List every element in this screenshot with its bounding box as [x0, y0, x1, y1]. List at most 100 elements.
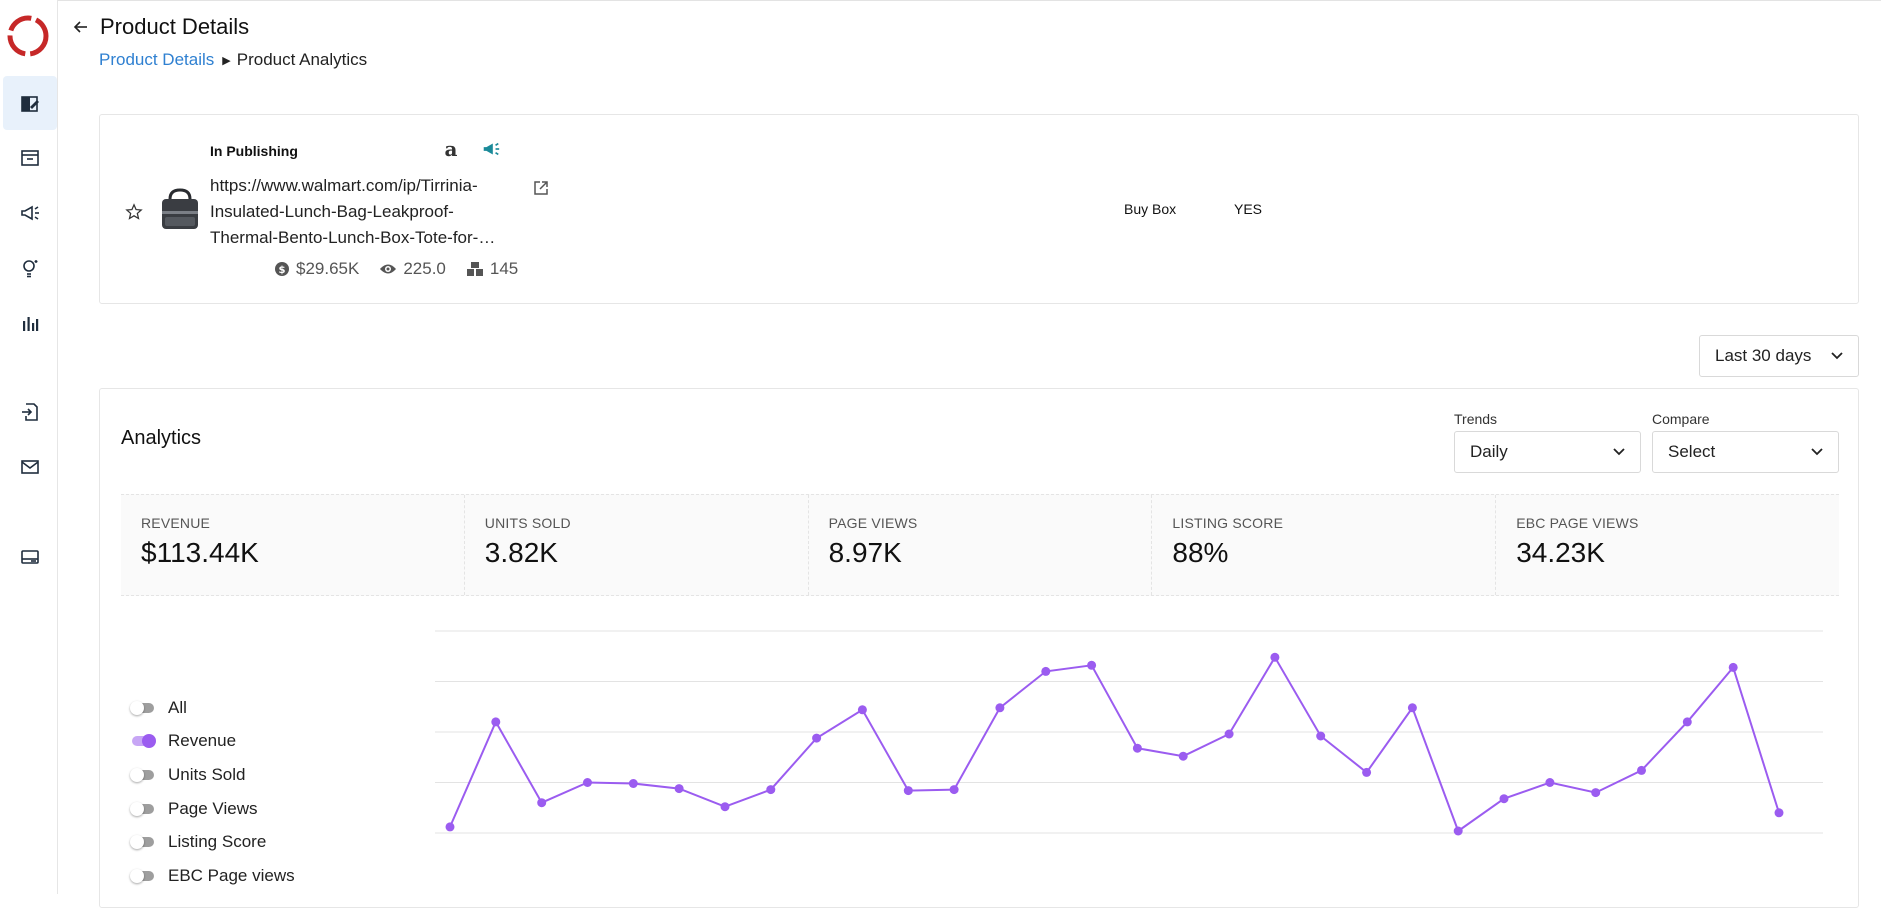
- sidebar-item-insights[interactable]: [3, 241, 57, 295]
- data-point[interactable]: [1362, 767, 1372, 777]
- toggle-revenue[interactable]: Revenue: [130, 725, 295, 759]
- data-point[interactable]: [1682, 717, 1692, 727]
- campaign-megaphone-icon[interactable]: [481, 139, 503, 161]
- metric-label: PAGE VIEWS: [828, 515, 918, 531]
- data-point[interactable]: [995, 703, 1005, 713]
- data-point[interactable]: [583, 778, 592, 787]
- date-range-value: Last 30 days: [1715, 346, 1812, 365]
- data-point[interactable]: [857, 705, 867, 715]
- sidebar: [0, 0, 58, 894]
- data-point[interactable]: [674, 784, 684, 794]
- metric-revenue[interactable]: REVENUE $113.44K: [121, 495, 465, 595]
- toggle-label: Units Sold: [168, 764, 246, 784]
- sidebar-item-billing[interactable]: [3, 530, 57, 584]
- metric-label: EBC PAGE VIEWS: [1516, 515, 1639, 531]
- favorite-star-icon[interactable]: [125, 203, 145, 223]
- metric-label: UNITS SOLD: [484, 515, 571, 531]
- toggle-switch[interactable]: [130, 835, 156, 850]
- breadcrumb-link-product-details[interactable]: Product Details: [99, 50, 215, 69]
- metric-units-sold[interactable]: UNITS SOLD 3.82K: [465, 495, 809, 595]
- buybox-label: Buy Box: [1124, 201, 1177, 217]
- eye-icon: [380, 264, 397, 274]
- sidebar-item-import[interactable]: [3, 385, 57, 439]
- product-card: In Publishing a https://www.walmart.com/…: [99, 114, 1859, 304]
- data-point[interactable]: [1316, 731, 1326, 741]
- data-point[interactable]: [1178, 751, 1188, 761]
- external-link-icon[interactable]: [532, 179, 552, 199]
- chevron-down-icon: [1811, 448, 1823, 456]
- compare-label: Compare: [1652, 411, 1710, 427]
- metric-page-views[interactable]: PAGE VIEWS 8.97K: [809, 495, 1153, 595]
- back-button[interactable]: [70, 16, 92, 38]
- dollar-icon: $: [275, 262, 289, 276]
- brand-logo[interactable]: [6, 14, 50, 58]
- units-stat-value: 145: [489, 259, 519, 278]
- data-point[interactable]: [1224, 729, 1234, 739]
- sidebar-item-inbox[interactable]: [3, 131, 57, 185]
- svg-text:$: $: [279, 265, 286, 276]
- toggle-label: Revenue: [168, 731, 237, 751]
- data-point[interactable]: [1591, 788, 1601, 798]
- data-point[interactable]: [1774, 808, 1784, 818]
- metric-ebc-page-views[interactable]: EBC PAGE VIEWS 34.23K: [1496, 495, 1839, 595]
- sidebar-item-campaigns[interactable]: [3, 186, 57, 240]
- trends-select[interactable]: Daily: [1454, 431, 1641, 473]
- data-point[interactable]: [812, 733, 822, 743]
- data-point[interactable]: [628, 779, 638, 788]
- toggle-listing-score[interactable]: Listing Score: [130, 825, 295, 859]
- data-point[interactable]: [1637, 765, 1646, 775]
- lightbulb-icon: [23, 260, 38, 278]
- toggle-page-views[interactable]: Page Views: [130, 792, 295, 826]
- sidebar-item-mail[interactable]: [3, 440, 57, 494]
- product-url-line: Thermal-Bento-Lunch-Box-Tote-for-…: [210, 228, 496, 247]
- data-point[interactable]: [445, 822, 455, 832]
- toggle-switch[interactable]: [130, 700, 156, 715]
- data-point[interactable]: [1728, 662, 1738, 672]
- toggle-ebc-page-views[interactable]: EBC Page views: [130, 859, 295, 893]
- data-point[interactable]: [720, 802, 730, 812]
- data-point[interactable]: [949, 785, 959, 795]
- data-point[interactable]: [1270, 652, 1280, 662]
- data-point[interactable]: [1499, 794, 1509, 804]
- metric-value: $113.44K: [141, 537, 259, 568]
- compare-select[interactable]: Select: [1652, 431, 1839, 473]
- data-point[interactable]: [537, 798, 547, 808]
- data-point[interactable]: [1087, 660, 1097, 670]
- metric-label: LISTING SCORE: [1172, 515, 1284, 531]
- data-point[interactable]: [1132, 743, 1142, 753]
- amazon-icon[interactable]: a: [444, 137, 458, 161]
- data-point[interactable]: [1545, 778, 1555, 787]
- sidebar-item-reports[interactable]: [3, 296, 57, 350]
- sidebar-item-products[interactable]: [3, 76, 57, 130]
- boxes-icon: [466, 262, 483, 276]
- data-point[interactable]: [491, 717, 501, 727]
- mail-icon: [21, 460, 39, 474]
- metric-listing-score[interactable]: LISTING SCORE 88%: [1152, 495, 1497, 595]
- page-header: Product Details: [70, 14, 249, 40]
- views-stat: 225.0: [379, 259, 446, 279]
- data-point[interactable]: [903, 786, 913, 796]
- data-point[interactable]: [1041, 666, 1051, 676]
- toggle-switch[interactable]: [130, 734, 156, 749]
- toggle-units-sold[interactable]: Units Sold: [130, 758, 295, 792]
- compare-value: Select: [1668, 442, 1716, 461]
- toggle-switch[interactable]: [130, 868, 156, 883]
- data-point[interactable]: [1453, 826, 1463, 836]
- data-point[interactable]: [1407, 703, 1417, 713]
- data-point[interactable]: [766, 785, 776, 795]
- page-title: Product Details: [100, 14, 250, 39]
- bar-chart-icon: [23, 317, 39, 331]
- product-thumbnail: [158, 187, 202, 233]
- top-divider: [58, 0, 1881, 1]
- toggle-all[interactable]: All: [130, 691, 295, 725]
- metrics-row: REVENUE $113.44K UNITS SOLD 3.82K PAGE V…: [121, 494, 1839, 596]
- product-url[interactable]: https://www.walmart.com/ip/Tirrinia- Ins…: [210, 173, 510, 251]
- buybox-value: YES: [1234, 201, 1263, 217]
- toggle-switch[interactable]: [130, 801, 156, 816]
- date-range-select[interactable]: Last 30 days: [1699, 335, 1859, 377]
- units-stat: 145: [466, 259, 518, 279]
- toggle-label: Page Views: [168, 798, 258, 818]
- toggle-switch[interactable]: [130, 767, 156, 782]
- toggle-label: Listing Score: [168, 832, 267, 852]
- archive-icon: [21, 150, 39, 166]
